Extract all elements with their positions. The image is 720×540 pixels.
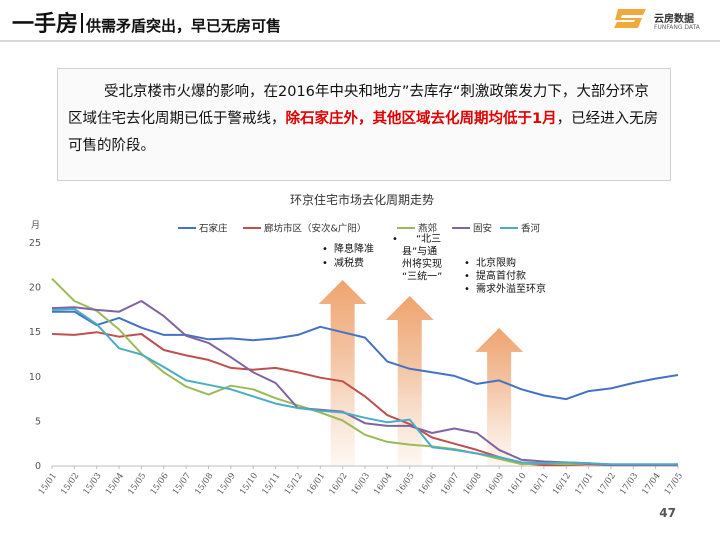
logo-en-name: FUNFANG DATA <box>654 24 700 31</box>
summary-part-1: 受北京楼市火爆的影响，在2016年中央和地方”去库存“刺激政策发力下，大部分环京… <box>68 84 649 127</box>
annotation-bullet: • <box>464 271 470 282</box>
series-line-1 <box>52 310 679 401</box>
x-tick-label: 16/03 <box>350 471 372 497</box>
annotation-line: 降息降准 <box>334 242 374 255</box>
annotation-bullet: • <box>464 258 470 269</box>
x-tick-label: 17/02 <box>596 471 618 497</box>
y-tick-label: 25 <box>29 238 41 249</box>
summary-part-2: ，已经进入无房可售的阶段。 <box>68 111 659 154</box>
annotation-3: • 北京限购 • 提高首付款 • 需求外溢至环京 <box>464 256 546 295</box>
annotation-line: 北京限购 <box>476 256 516 269</box>
annotation-line: “北三 <box>416 233 441 245</box>
y-tick-label: 15 <box>29 327 41 338</box>
annotation-bullet: • <box>464 284 470 295</box>
y-tick-label: 0 <box>35 461 41 472</box>
x-tick-label: 16/06 <box>417 471 439 497</box>
annotation-bullet: • <box>322 258 328 269</box>
series-line-2 <box>51 331 678 467</box>
legend-label: 石家庄 <box>199 223 228 235</box>
policy-arrow-3 <box>475 328 524 466</box>
legend-label: 固安 <box>473 223 492 235</box>
legend-label: 香河 <box>521 223 541 235</box>
x-tick-label: 16/05 <box>395 471 417 497</box>
x-tick-label: 15/11 <box>260 471 282 497</box>
x-tick-label: 17/01 <box>573 471 595 497</box>
x-tick-label: 15/06 <box>149 471 171 497</box>
y-tick-label: 5 <box>35 416 41 427</box>
series-line-4 <box>51 300 678 467</box>
x-tick-label: 15/05 <box>126 471 148 497</box>
y-tick-label: 20 <box>29 283 41 294</box>
x-tick-label: 15/12 <box>283 471 305 497</box>
x-tick-label: 15/07 <box>171 471 193 497</box>
annotation-line: 县”与通 <box>402 246 437 258</box>
x-tick-label: 16/02 <box>327 471 349 497</box>
x-tick-label: 17/05 <box>663 471 685 497</box>
title-divider <box>81 13 84 33</box>
logo-icon <box>614 9 646 28</box>
annotation-line: 提高首付款 <box>476 269 526 282</box>
summary-highlight: 除石家庄外，其他区域去化周期均低于1月 <box>285 111 557 127</box>
x-tick-label: 15/03 <box>82 471 104 497</box>
x-tick-label: 15/01 <box>37 471 59 497</box>
x-tick-label: 16/08 <box>462 471 484 497</box>
x-tick-label: 15/10 <box>238 471 260 497</box>
annotation-bullet: • <box>392 234 398 245</box>
x-tick-label: 16/12 <box>551 471 573 497</box>
series-line-5 <box>51 308 678 466</box>
annotation-line: “三统一” <box>402 270 442 283</box>
x-tick-label: 16/11 <box>529 471 551 497</box>
x-tick-label: 17/04 <box>640 471 662 497</box>
series-line-3 <box>51 277 679 467</box>
policy-arrow-2 <box>385 296 434 466</box>
page-number: 47 <box>659 506 676 520</box>
x-tick-label: 15/08 <box>193 471 215 497</box>
x-tick-label: 15/04 <box>104 471 126 497</box>
policy-arrow-1 <box>318 280 367 466</box>
x-tick-label: 15/09 <box>216 471 238 497</box>
x-tick-label: 17/03 <box>618 471 640 497</box>
y-tick-label: 10 <box>29 372 41 383</box>
legend-label: 廊坊市区（安次&广阳） <box>264 223 366 235</box>
legend-label: 燕郊 <box>418 223 437 235</box>
summary-box: 受北京楼市火爆的影响，在2016年中央和地方”去库存“刺激政策发力下，大部分环京… <box>57 68 671 181</box>
page-title-main: 一手房 <box>12 12 79 37</box>
summary-text: 受北京楼市火爆的影响，在2016年中央和地方”去库存“刺激政策发力下，大部分环京… <box>68 79 662 160</box>
annotation-line: 州将实现 <box>402 257 442 270</box>
logo-name: 云房数据 <box>654 14 694 25</box>
x-tick-label: 16/07 <box>439 471 461 497</box>
x-tick-label: 16/04 <box>372 471 394 497</box>
x-tick-label: 16/01 <box>305 471 327 497</box>
header-divider <box>0 40 720 42</box>
x-tick-label: 16/10 <box>506 471 528 497</box>
chart-title: 环京住宅市场去化周期走势 <box>290 192 434 207</box>
annotation-1: • 降息降准 • 减税费 <box>322 242 374 269</box>
annotation-line: 需求外溢至环京 <box>476 282 546 295</box>
company-logo: 云房数据 FUNFANG DATA <box>608 4 718 38</box>
annotation-bullet: • <box>322 244 328 255</box>
page-title-sub: 供需矛盾突出，早已无房可售 <box>86 17 282 35</box>
x-tick-label: 16/09 <box>484 471 506 497</box>
page-title: 一手房 供需矛盾突出，早已无房可售 <box>12 6 281 38</box>
x-tick-label: 15/02 <box>59 471 81 497</box>
y-axis-label: 月 <box>31 220 40 231</box>
annotation-line: 减税费 <box>334 256 364 269</box>
